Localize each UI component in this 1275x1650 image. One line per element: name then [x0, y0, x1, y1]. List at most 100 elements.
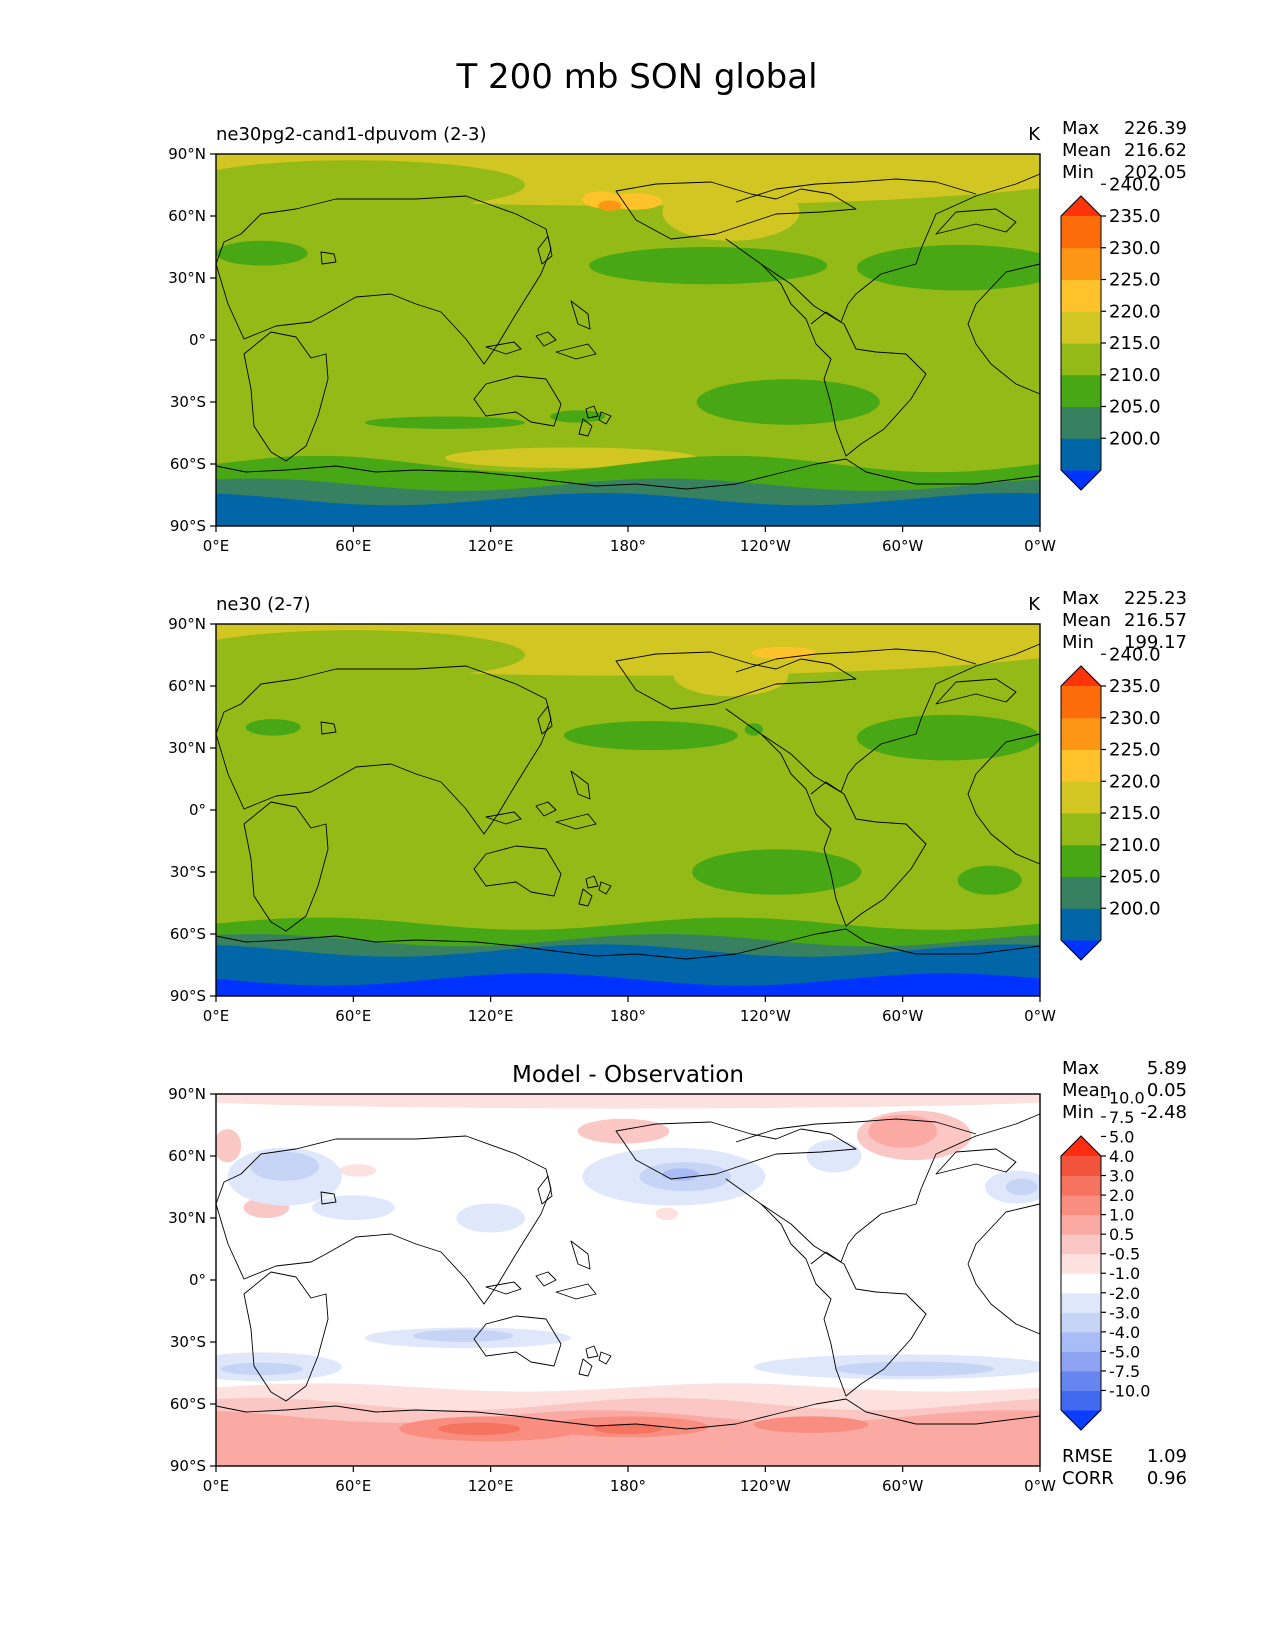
panel-3-colorbar: -10.0-7.5-5.0-4.0-3.0-2.0-1.0-0.50.51.02… [1060, 1088, 1150, 1431]
panel-1-colorbar-tick-label-6: 230.0 [1109, 238, 1161, 259]
panel-2-contour-region-3 [673, 655, 789, 697]
panel-1-contour-region-7 [364, 416, 525, 429]
panel-3-colorbar-tick-label-10: 2.0 [1109, 1186, 1134, 1205]
panel-2-colorbar-segment-7 [1061, 717, 1101, 750]
panel-1-contour-region-2 [216, 160, 525, 210]
panel-1-colorbar-tick-label-1: 205.0 [1109, 397, 1161, 418]
panel-1-title: ne30pg2-cand1-dpuvom (2-3) [216, 124, 487, 145]
panel-1-contour-region-10 [216, 240, 308, 266]
panel-3-map [216, 1094, 1040, 1466]
panel-2-colorbar-segment-8 [1061, 686, 1101, 719]
panel-3-y-tick-label-4: 30°N [168, 1209, 206, 1227]
panel-3-contour-region-1 [216, 1094, 1040, 1109]
panel-1-colorbar-segment-6 [1061, 279, 1101, 312]
panel-3-colorbar-outline [1060, 1135, 1102, 1431]
panel-1-colorbar-tick-label-7: 235.0 [1109, 206, 1161, 227]
panel-3-colorbar-tick-label-15: 10.0 [1109, 1088, 1145, 1107]
panel-1-contour-region-3 [662, 182, 800, 241]
panel-2-colorbar-segment-3 [1061, 844, 1101, 877]
panel-1-contour-region-13 [444, 447, 697, 469]
panel-3-colorbar-segment-3 [1061, 1351, 1101, 1372]
panel-3-contour-region-5 [216, 1129, 242, 1163]
panel-3-x-tick-label-0: 0°E [203, 1477, 230, 1495]
panel-2-max-label: Max [1062, 588, 1100, 609]
panel-1-stats: Max 226.39 Mean 216.62 Min 202.05 [1062, 118, 1187, 183]
panel-2-y-tick-label-1: 60°S [170, 925, 206, 943]
panel-3-colorbar-segment-6 [1061, 1292, 1101, 1313]
panel-3-contour-region-17 [456, 1203, 525, 1233]
panel-2-colorbar-tick-label-3: 215.0 [1109, 803, 1161, 824]
panel-3-contour-region-16 [312, 1195, 395, 1221]
panel-1-contour-region-6 [598, 200, 622, 211]
panel-1-min-value: 202.05 [1124, 162, 1187, 183]
panel-3-colorbar-segment-4 [1061, 1331, 1101, 1352]
panel-1-min-label: Min [1062, 162, 1094, 183]
panel-1-axes: 0°E 60°E 120°E 180° 120°W 60°W 0°W 90°S 60°S 30°S… [168, 145, 1056, 555]
panel-3-contour-region-7 [339, 1164, 377, 1177]
panel-3-colorbar-segment-8 [1061, 1253, 1101, 1274]
panel-2-y-tick-label-0: 90°S [170, 987, 206, 1005]
panel-2-x-tick-label-3: 180° [610, 1007, 646, 1025]
panel-1-y-tick-label-4: 30°N [168, 269, 206, 287]
panel-2-min-value: 199.17 [1124, 632, 1187, 653]
panel-3-colorbar-extend-max [1061, 1136, 1101, 1156]
panel-3-colorbar-tick-label-14: 7.5 [1109, 1108, 1134, 1127]
panel-3-contour-region-22 [220, 1362, 303, 1376]
panel-3-colorbar-tick-label-11: 3.0 [1109, 1167, 1134, 1186]
panel-3: Model - Observation 0°E 60°E 120°E 180° 120°… [168, 1062, 1056, 1495]
panel-1-y-tick-label-1: 60°S [170, 455, 206, 473]
panel-1-colorbar-segment-8 [1061, 216, 1101, 249]
panel-3-colorbar-tick-label-5: -2.0 [1109, 1284, 1140, 1303]
panel-1-colorbar-tick-label-4: 220.0 [1109, 301, 1161, 322]
panel-3-colorbar-segment-1 [1061, 1390, 1101, 1411]
panel-2-contour-region-4 [751, 646, 816, 660]
panel-3-min-label: Min [1062, 1102, 1094, 1123]
panel-1-colorbar-tick-label-3: 215.0 [1109, 333, 1161, 354]
panel-2-colorbar-segment-4 [1061, 813, 1101, 846]
panel-1-colorbar-segment-7 [1061, 247, 1101, 280]
rmse-label: RMSE [1062, 1446, 1113, 1467]
panel-2-southern-band-4 [216, 973, 1040, 996]
panel-3-colorbar-segment-2 [1061, 1370, 1101, 1391]
corr-value: 0.96 [1147, 1468, 1187, 1489]
panel-3-y-tick-label-0: 90°S [170, 1457, 206, 1475]
panel-1-contour-region-12 [550, 410, 606, 423]
panel-1-colorbar-extend-max [1061, 196, 1101, 216]
panel-3-axes: 0°E 60°E 120°E 180° 120°W 60°W 0°W 90°S 60°S 30°S… [168, 1085, 1056, 1495]
panel-1-southern-band-3 [216, 493, 1040, 526]
panel-2-colorbar-segment-1 [1061, 908, 1101, 941]
panel-1-colorbar-tick-label-5: 225.0 [1109, 270, 1161, 291]
panel-3-contour-region-13 [662, 1168, 699, 1181]
panel-3-y-tick-label-5: 60°N [168, 1147, 206, 1165]
panel-2-stats: Max 225.23 Mean 216.57 Min 199.17 [1062, 588, 1187, 653]
panel-2-map [216, 624, 1040, 996]
panel-3-mean-value: 0.05 [1147, 1080, 1187, 1101]
panel-2-contour-region-6 [856, 714, 1040, 761]
panel-3-x-tick-label-2: 120°E [468, 1477, 514, 1495]
panel-3-colorbar-segment-11 [1061, 1195, 1101, 1216]
panel-1-mean-label: Mean [1062, 140, 1111, 161]
panel-3-colorbar-segment-13 [1061, 1156, 1101, 1177]
panel-3-contour-region-4 [577, 1118, 670, 1144]
panel-3-min-value: -2.48 [1140, 1102, 1187, 1123]
panel-2-y-tick-label-4: 30°N [168, 739, 206, 757]
panel-2-colorbar-tick-label-7: 235.0 [1109, 676, 1161, 697]
panel-2-x-tick-label-1: 60°E [335, 1007, 371, 1025]
panel-1-colorbar-segment-3 [1061, 374, 1101, 407]
panel-1-contour-region-9 [856, 244, 1040, 291]
panel-3-colorbar-tick-label-3: -4.0 [1109, 1323, 1140, 1342]
panel-1-colorbar-tick-label-2: 210.0 [1109, 365, 1161, 386]
panel-2-colorbar-tick-label-5: 225.0 [1109, 740, 1161, 761]
panel-3-contour-region-3 [868, 1114, 938, 1148]
panel-3-colorbar-tick-label-1: -7.5 [1109, 1362, 1140, 1381]
panel-3-colorbar-tick-label-9: 1.0 [1109, 1206, 1134, 1225]
panel-3-y-tick-label-3: 0° [189, 1271, 206, 1289]
panel-1-units: K [1028, 124, 1041, 145]
panel-3-extra-stats: RMSE 1.09 CORR 0.96 [1062, 1446, 1187, 1489]
panel-3-colorbar-segment-9 [1061, 1234, 1101, 1255]
panel-2-colorbar-tick-label-8: 240.0 [1109, 644, 1161, 665]
panel-1-x-tick-label-0: 0°E [203, 537, 230, 555]
panel-1-y-tick-label-5: 60°N [168, 207, 206, 225]
panel-2-x-tick-label-4: 120°W [740, 1007, 791, 1025]
panel-2-y-tick-label-6: 90°N [168, 615, 206, 633]
